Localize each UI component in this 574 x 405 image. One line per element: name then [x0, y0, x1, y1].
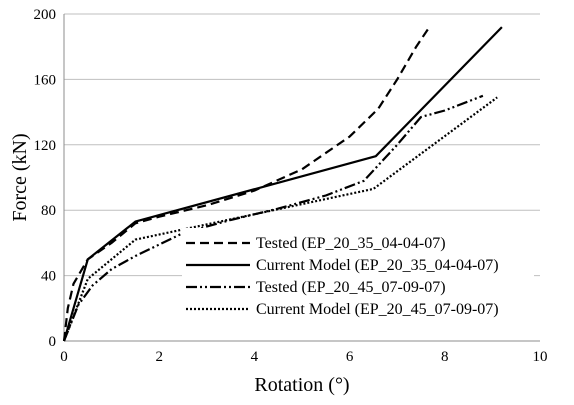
series-line-4 [62, 96, 498, 342]
x-tick-label: 4 [251, 349, 259, 365]
y-axis-label: Force (kN) [9, 133, 31, 221]
legend-label-2: Current Model (EP_20_35_04-04-07) [256, 257, 499, 274]
series-line-2 [62, 26, 503, 342]
y-tick-labels: 0 40 80 120 160 200 [34, 7, 57, 350]
x-tick-label: 10 [533, 349, 548, 365]
x-tick-label: 6 [346, 349, 354, 365]
legend: Tested (EP_20_35_04-04-07) Current Model … [182, 228, 534, 320]
y-tick-label: 80 [41, 203, 56, 219]
legend-label-3: Tested (EP_20_45_07-09-07) [256, 279, 446, 296]
x-tick-label: 0 [60, 349, 68, 365]
y-tick-label: 200 [34, 7, 57, 23]
legend-label-4: Current Model (EP_20_45_07-09-07) [256, 301, 499, 318]
series-lines [62, 24, 503, 342]
y-tick-label: 40 [41, 269, 56, 285]
x-tick-labels: 0 2 4 6 8 10 [60, 349, 547, 365]
series-line-1 [62, 24, 432, 342]
axes [63, 14, 540, 342]
x-tick-label: 8 [441, 349, 449, 365]
y-tick-label: 0 [49, 334, 57, 350]
legend-background [182, 228, 534, 320]
x-axis-label: Rotation (°) [254, 374, 349, 396]
y-tick-label: 160 [34, 72, 57, 88]
y-tick-label: 120 [34, 138, 57, 154]
legend-label-1: Tested (EP_20_35_04-04-07) [256, 235, 446, 252]
x-tick-label: 2 [155, 349, 163, 365]
